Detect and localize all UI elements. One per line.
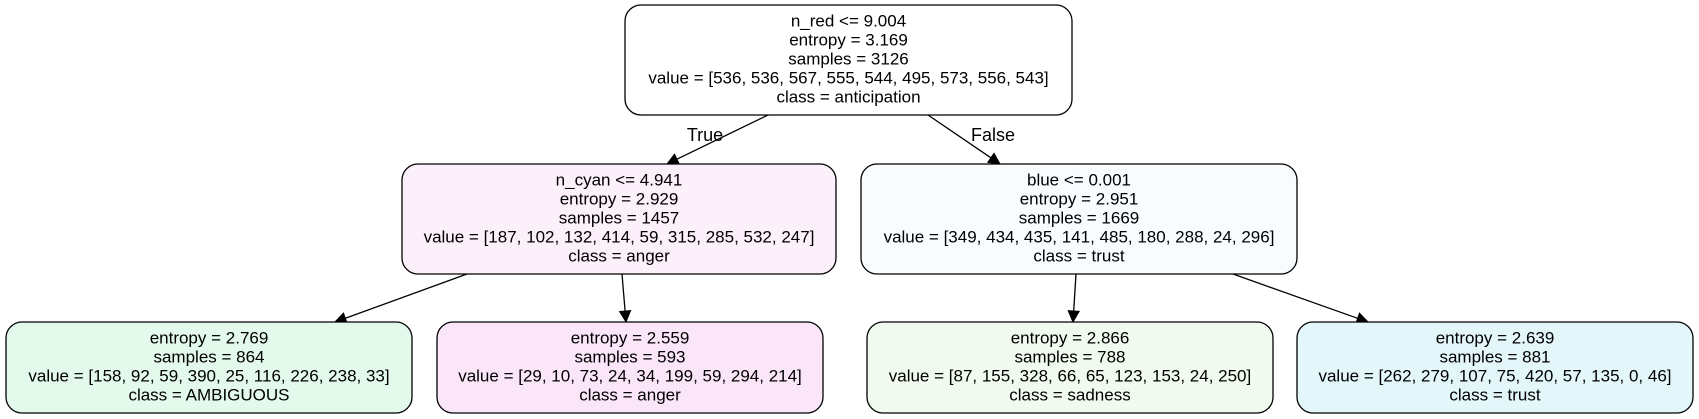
node-box — [860, 163, 1298, 275]
arrowhead-icon — [1067, 310, 1081, 324]
node-text-line: class = anger — [568, 246, 670, 265]
node-text-line: value = [87, 155, 328, 66, 65, 123, 153,… — [889, 366, 1252, 385]
node-box — [436, 321, 824, 414]
node-text-line: samples = 1457 — [559, 208, 680, 227]
node-text-line: samples = 3126 — [788, 49, 909, 68]
edge-root-to-right: False — [927, 114, 1015, 165]
arrowhead-icon — [986, 152, 1001, 165]
edge-right-to-leaf-3 — [1067, 273, 1081, 324]
node-text-line: value = [187, 102, 132, 414, 59, 315, 28… — [424, 227, 815, 246]
node-text-line: entropy = 3.169 — [789, 30, 908, 49]
edge-label: False — [971, 125, 1015, 145]
edge-line — [621, 273, 626, 312]
node-text-line: entropy = 2.769 — [150, 328, 269, 347]
node-text-line: samples = 788 — [1014, 347, 1125, 366]
edge-left-to-leaf-1 — [333, 273, 468, 324]
node-text-line: n_red <= 9.004 — [791, 11, 906, 30]
edge-line — [1073, 273, 1077, 312]
node-text-line: entropy = 2.559 — [571, 328, 690, 347]
node-text-line: samples = 593 — [574, 347, 685, 366]
edge-line — [345, 273, 468, 319]
node-text-line: samples = 864 — [153, 347, 264, 366]
node-text-line: blue <= 0.001 — [1027, 170, 1131, 189]
node-box — [5, 321, 413, 414]
edge-line — [927, 114, 992, 159]
node-box — [866, 321, 1274, 414]
node-text-line: value = [158, 92, 59, 390, 25, 116, 226,… — [28, 366, 389, 385]
node-text-line: value = [29, 10, 73, 24, 34, 199, 59, 29… — [458, 366, 802, 385]
node-text-line: class = trust — [1449, 385, 1540, 404]
edge-line — [676, 114, 769, 160]
node-text-line: class = anger — [579, 385, 681, 404]
node-text-line: value = [349, 434, 435, 141, 485, 180, 2… — [884, 227, 1275, 246]
node-text-line: class = anticipation — [776, 87, 920, 106]
node-text-line: class = sadness — [1009, 385, 1130, 404]
node-box — [1296, 321, 1694, 414]
node-text-line: samples = 1669 — [1019, 208, 1140, 227]
node-text-line: class = AMBIGUOUS — [128, 385, 289, 404]
node-text-line: samples = 881 — [1439, 347, 1550, 366]
edge-root-to-left: True — [665, 114, 769, 165]
node-text-line: n_cyan <= 4.941 — [556, 170, 683, 189]
node-text-line: entropy = 2.639 — [1436, 328, 1555, 347]
node-text-line: entropy = 2.929 — [560, 189, 679, 208]
node-text-line: value = [262, 279, 107, 75, 420, 57, 135… — [1318, 366, 1671, 385]
node-text-line: entropy = 2.951 — [1020, 189, 1139, 208]
node-box — [624, 4, 1073, 116]
node-text-line: value = [536, 536, 567, 555, 544, 495, 5… — [648, 68, 1048, 87]
node-text-line: class = trust — [1033, 246, 1124, 265]
edge-line — [1232, 273, 1358, 319]
edge-left-to-leaf-2 — [618, 273, 632, 324]
node-text-line: entropy = 2.866 — [1011, 328, 1130, 347]
node-box — [401, 163, 837, 275]
edge-label: True — [687, 125, 723, 145]
edge-right-to-leaf-4 — [1232, 273, 1370, 325]
arrowhead-icon — [618, 310, 632, 324]
